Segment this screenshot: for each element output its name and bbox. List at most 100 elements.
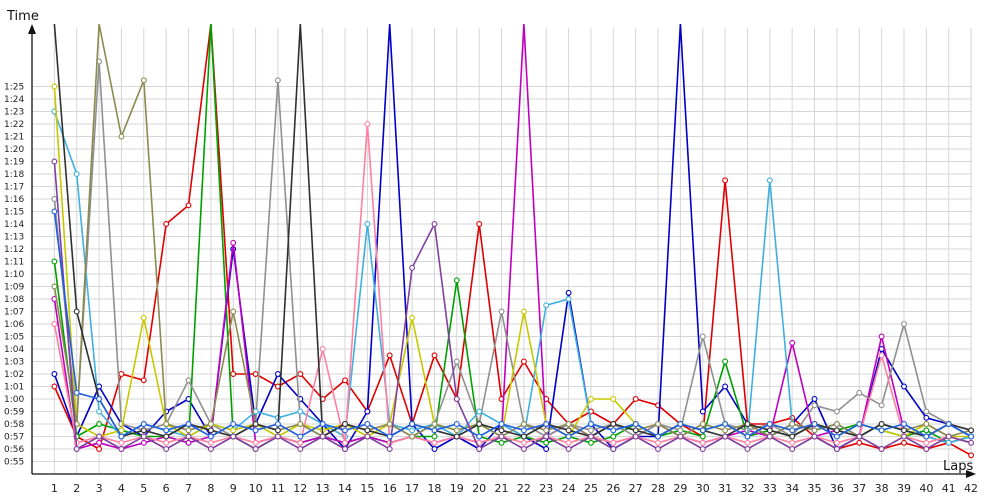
- data-point: [968, 439, 975, 446]
- data-point: [722, 427, 729, 434]
- data-point: [588, 433, 594, 440]
- x-tick-label: 8: [207, 482, 214, 495]
- y-tick-label: 1:20: [4, 145, 24, 155]
- data-point: [476, 421, 483, 427]
- data-point: [319, 346, 326, 352]
- data-point: [342, 421, 348, 427]
- data-point: [610, 439, 617, 446]
- x-tick-label: 41: [942, 482, 956, 495]
- data-point: [207, 433, 214, 440]
- x-tick-label: 40: [919, 482, 933, 495]
- data-point: [588, 427, 594, 434]
- y-tick-label: 1:22: [4, 120, 24, 130]
- y-tick-label: 1:05: [4, 333, 24, 343]
- x-tick-label: 24: [562, 482, 576, 495]
- data-point: [565, 421, 572, 427]
- data-point: [520, 358, 527, 365]
- y-tick-label: 1:19: [4, 158, 24, 168]
- data-point: [543, 421, 550, 427]
- data-point: [655, 439, 661, 446]
- data-point: [766, 177, 773, 184]
- x-tick-label: 26: [606, 482, 620, 495]
- data-point: [722, 177, 729, 184]
- data-point: [163, 421, 170, 427]
- x-tick-label: 1: [51, 482, 58, 495]
- data-point: [453, 427, 460, 434]
- data-point: [386, 446, 393, 452]
- data-point: [274, 421, 281, 427]
- data-point: [274, 433, 281, 440]
- data-point: [453, 433, 460, 440]
- data-point: [856, 421, 863, 427]
- x-tick-label: 33: [763, 482, 777, 495]
- data-point: [274, 427, 281, 434]
- data-point: [923, 433, 930, 440]
- x-axis-title: Laps: [943, 459, 973, 474]
- data-point: [945, 421, 952, 427]
- data-point: [274, 77, 281, 84]
- data-point: [73, 171, 80, 177]
- data-point: [923, 421, 930, 427]
- data-point: [51, 321, 58, 327]
- data-point: [252, 371, 259, 377]
- data-point: [833, 427, 840, 434]
- data-point: [677, 427, 684, 434]
- x-tick-label: 13: [316, 482, 330, 495]
- data-point: [185, 427, 192, 434]
- data-point: [901, 421, 907, 427]
- data-point: [319, 433, 326, 440]
- y-tick-label: 1:24: [4, 95, 24, 105]
- data-point: [364, 433, 371, 440]
- y-tick-label: 1:17: [4, 183, 24, 193]
- data-point: [722, 358, 729, 365]
- data-point: [655, 433, 661, 440]
- data-point: [945, 439, 952, 446]
- data-point: [766, 421, 773, 427]
- data-point: [207, 427, 214, 434]
- x-tick-label: 27: [629, 482, 643, 495]
- data-point: [118, 371, 125, 377]
- x-tick-label: 15: [360, 482, 374, 495]
- data-point: [364, 421, 371, 427]
- series-lines: [51, 24, 975, 459]
- data-point: [945, 433, 952, 440]
- data-point: [811, 402, 818, 409]
- data-point: [833, 408, 840, 415]
- data-point: [51, 371, 58, 377]
- data-point: [409, 421, 416, 427]
- data-point: [968, 427, 975, 434]
- data-point: [185, 377, 192, 384]
- x-tick-label: 10: [249, 482, 263, 495]
- data-point: [140, 314, 147, 321]
- data-point: [364, 408, 371, 415]
- data-point: [252, 446, 259, 452]
- data-point: [543, 439, 550, 446]
- data-point: [230, 421, 237, 427]
- data-point: [140, 77, 147, 84]
- data-point: [923, 446, 930, 452]
- data-point: [901, 427, 907, 434]
- series-4: [51, 24, 975, 452]
- y-tick-label: 1:03: [4, 358, 24, 368]
- data-point: [51, 83, 58, 90]
- series-line: [53, 24, 972, 450]
- y-tick-label: 1:07: [4, 308, 24, 318]
- data-point: [431, 446, 438, 452]
- data-point: [498, 421, 505, 427]
- data-point: [96, 433, 103, 440]
- series-12: [51, 208, 975, 440]
- data-point: [610, 427, 617, 434]
- data-point: [677, 421, 684, 427]
- data-point: [856, 439, 863, 446]
- data-point: [252, 439, 259, 446]
- x-tick-label: 6: [163, 482, 170, 495]
- data-point: [118, 427, 125, 434]
- x-tick-label: 20: [472, 482, 486, 495]
- data-point: [453, 396, 460, 402]
- data-point: [856, 389, 863, 396]
- data-point: [431, 352, 438, 359]
- data-point: [699, 427, 706, 434]
- data-point: [565, 296, 572, 302]
- data-point: [185, 439, 192, 446]
